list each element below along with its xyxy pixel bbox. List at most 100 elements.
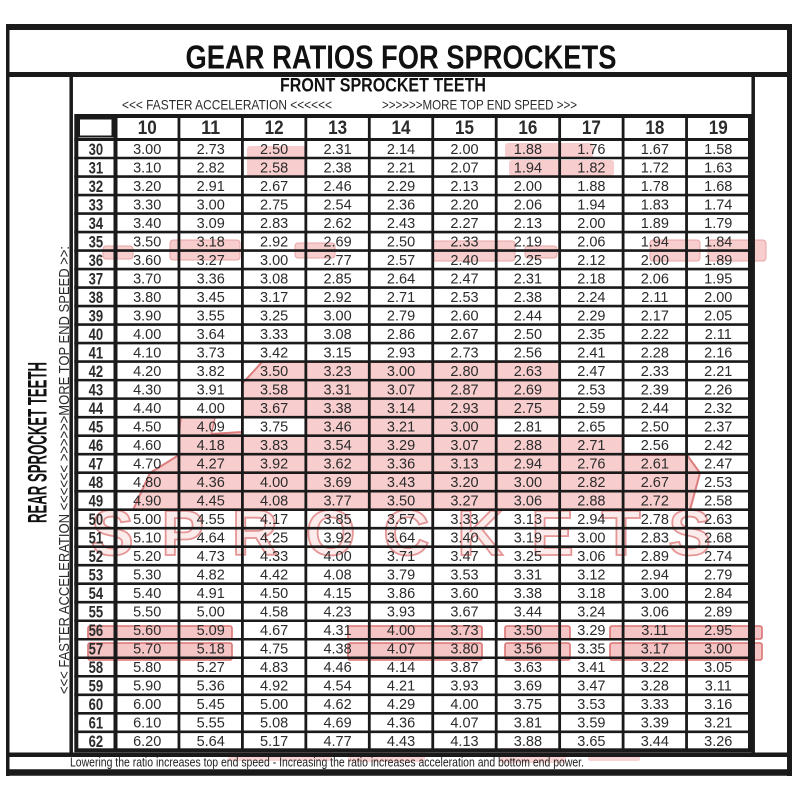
svg-text:2.82: 2.82	[577, 475, 605, 491]
svg-text:5.80: 5.80	[133, 660, 161, 676]
svg-text:2.07: 2.07	[450, 160, 478, 176]
svg-text:4.46: 4.46	[323, 660, 351, 676]
svg-text:1.83: 1.83	[641, 197, 669, 213]
svg-text:3.67: 3.67	[260, 401, 288, 417]
svg-text:3.87: 3.87	[450, 660, 478, 676]
svg-text:3.00: 3.00	[641, 586, 669, 602]
svg-text:4.69: 4.69	[323, 716, 351, 732]
svg-text:3.00: 3.00	[514, 475, 542, 491]
svg-text:5.09: 5.09	[197, 623, 225, 639]
svg-text:3.82: 3.82	[197, 364, 225, 380]
svg-text:3.79: 3.79	[387, 567, 415, 583]
svg-text:2.44: 2.44	[641, 401, 669, 417]
svg-text:30: 30	[89, 141, 104, 159]
svg-text:3.33: 3.33	[260, 327, 288, 343]
svg-text:3.18: 3.18	[577, 586, 605, 602]
svg-text:2.58: 2.58	[704, 493, 732, 509]
svg-text:3.27: 3.27	[450, 493, 478, 509]
svg-text:62: 62	[89, 733, 104, 751]
svg-text:1.63: 1.63	[704, 160, 732, 176]
svg-text:2.91: 2.91	[197, 179, 225, 195]
svg-text:5.00: 5.00	[260, 697, 288, 713]
svg-text:2.26: 2.26	[704, 382, 732, 398]
svg-text:2.69: 2.69	[323, 234, 351, 250]
svg-text:3.63: 3.63	[514, 660, 542, 676]
svg-text:3.77: 3.77	[323, 493, 351, 509]
svg-text:2.56: 2.56	[641, 438, 669, 454]
svg-text:3.35: 3.35	[577, 642, 605, 658]
svg-text:3.36: 3.36	[387, 456, 415, 472]
svg-text:2.37: 2.37	[704, 419, 732, 435]
svg-text:3.42: 3.42	[260, 345, 288, 361]
svg-text:2.75: 2.75	[514, 401, 542, 417]
svg-text:3.75: 3.75	[260, 419, 288, 435]
svg-text:3.31: 3.31	[323, 382, 351, 398]
svg-text:3.60: 3.60	[450, 586, 478, 602]
svg-text:3.60: 3.60	[133, 253, 161, 269]
svg-text:2.50: 2.50	[260, 142, 288, 158]
svg-text:2.24: 2.24	[577, 290, 605, 306]
svg-text:2.68: 2.68	[704, 530, 732, 546]
svg-text:2.19: 2.19	[514, 234, 542, 250]
svg-text:4.00: 4.00	[260, 475, 288, 491]
svg-text:2.59: 2.59	[577, 401, 605, 417]
svg-text:3.20: 3.20	[133, 179, 161, 195]
svg-text:2.94: 2.94	[577, 512, 605, 528]
svg-text:4.27: 4.27	[197, 456, 225, 472]
svg-text:2.50: 2.50	[387, 234, 415, 250]
svg-text:1.68: 1.68	[704, 179, 732, 195]
svg-text:3.25: 3.25	[260, 308, 288, 324]
svg-text:6.20: 6.20	[133, 734, 161, 750]
svg-text:5.30: 5.30	[133, 567, 161, 583]
svg-text:4.14: 4.14	[387, 660, 415, 676]
svg-text:3.88: 3.88	[514, 734, 542, 750]
svg-text:3.73: 3.73	[197, 345, 225, 361]
svg-text:1.94: 1.94	[514, 160, 542, 176]
svg-text:38: 38	[89, 289, 104, 307]
svg-text:4.07: 4.07	[387, 642, 415, 658]
svg-text:2.46: 2.46	[323, 179, 351, 195]
svg-text:3.67: 3.67	[450, 604, 478, 620]
svg-text:2.94: 2.94	[641, 567, 669, 583]
svg-text:2.67: 2.67	[641, 475, 669, 491]
svg-text:5.55: 5.55	[197, 716, 225, 732]
svg-text:2.79: 2.79	[387, 308, 415, 324]
svg-text:4.55: 4.55	[197, 512, 225, 528]
svg-text:3.06: 3.06	[577, 549, 605, 565]
svg-text:2.50: 2.50	[641, 419, 669, 435]
svg-text:2.80: 2.80	[450, 364, 478, 380]
svg-text:3.06: 3.06	[641, 604, 669, 620]
svg-text:3.28: 3.28	[641, 679, 669, 695]
svg-text:4.18: 4.18	[197, 438, 225, 454]
svg-text:44: 44	[89, 400, 104, 418]
svg-text:3.64: 3.64	[197, 327, 225, 343]
svg-text:3.14: 3.14	[387, 401, 415, 417]
svg-text:46: 46	[89, 437, 104, 455]
svg-text:>>>>>>MORE TOP END SPEED >>>: >>>>>>MORE TOP END SPEED >>>	[382, 97, 577, 113]
svg-text:3.20: 3.20	[450, 475, 478, 491]
svg-text:3.06: 3.06	[514, 493, 542, 509]
svg-text:3.41: 3.41	[577, 660, 605, 676]
svg-text:1.88: 1.88	[514, 142, 542, 158]
svg-text:2.12: 2.12	[577, 253, 605, 269]
svg-text:2.74: 2.74	[704, 549, 732, 565]
svg-text:GEAR RATIOS FOR SPROCKETS: GEAR RATIOS FOR SPROCKETS	[186, 39, 617, 76]
svg-text:3.12: 3.12	[577, 567, 605, 583]
svg-text:4.73: 4.73	[197, 549, 225, 565]
svg-text:3.50: 3.50	[260, 364, 288, 380]
svg-text:5.20: 5.20	[133, 549, 161, 565]
svg-text:4.13: 4.13	[450, 734, 478, 750]
svg-text:2.13: 2.13	[514, 216, 542, 232]
svg-text:1.94: 1.94	[641, 234, 669, 250]
svg-text:Lowering the ratio increases t: Lowering the ratio increases top end spe…	[70, 756, 584, 770]
svg-text:1.89: 1.89	[641, 216, 669, 232]
svg-text:5.00: 5.00	[133, 512, 161, 528]
svg-text:6.10: 6.10	[133, 716, 161, 732]
svg-text:2.06: 2.06	[641, 271, 669, 287]
svg-text:5.27: 5.27	[197, 660, 225, 676]
svg-text:2.00: 2.00	[514, 179, 542, 195]
svg-text:43: 43	[89, 381, 104, 399]
svg-text:2.58: 2.58	[260, 160, 288, 176]
svg-text:2.82: 2.82	[197, 160, 225, 176]
svg-text:2.42: 2.42	[704, 438, 732, 454]
